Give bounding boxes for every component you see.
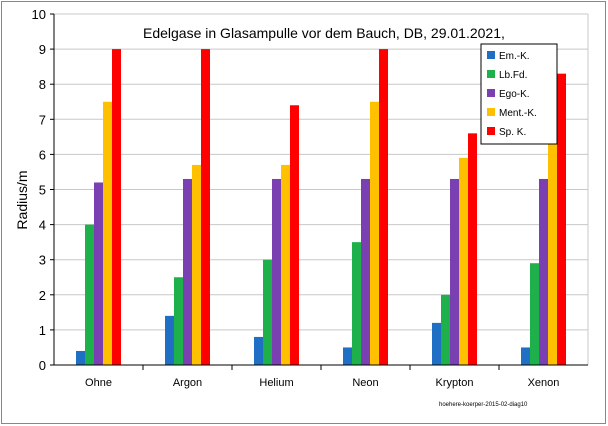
y-tick-label: 10 xyxy=(32,7,46,22)
bars xyxy=(76,49,566,366)
legend-swatch xyxy=(487,127,495,135)
bar-helium-0 xyxy=(254,336,263,365)
legend-swatch xyxy=(487,51,495,59)
bar-xenon-0 xyxy=(521,347,530,365)
y-tick-label: 8 xyxy=(39,77,46,92)
legend-entry: Ment.-K. xyxy=(499,108,537,119)
y-tick-label: 6 xyxy=(39,147,46,162)
bar-helium-4 xyxy=(290,105,299,365)
legend-entry: Em.-K. xyxy=(499,51,530,62)
bar-xenon-1 xyxy=(530,263,539,365)
bar-krypton-3 xyxy=(459,157,468,365)
x-tick-label: Ohne xyxy=(85,377,112,389)
footnote: hoehere-koerper-2015-02-diag10 xyxy=(439,402,528,408)
legend-swatch xyxy=(487,89,495,97)
bar-ohne-4 xyxy=(112,49,121,365)
bar-neon-1 xyxy=(352,242,361,365)
y-tick-label: 2 xyxy=(39,288,46,303)
bar-xenon-3 xyxy=(548,129,557,365)
x-tick-label: Argon xyxy=(173,377,202,389)
y-tick-label: 3 xyxy=(39,253,46,268)
bar-ohne-1 xyxy=(85,224,94,365)
y-axis: 0 1 2 3 4 5 6 7 8 9 10 xyxy=(32,7,55,373)
x-tick-label: Xenon xyxy=(528,377,560,389)
bar-neon-3 xyxy=(370,101,379,365)
y-axis-label: Radius/m xyxy=(14,170,30,229)
legend-swatch xyxy=(487,108,495,116)
bar-ohne-0 xyxy=(76,350,85,365)
bar-argon-2 xyxy=(183,178,192,365)
x-tick-label: Krypton xyxy=(436,377,474,389)
y-tick-label: 4 xyxy=(39,218,46,233)
bar-argon-1 xyxy=(174,277,183,365)
legend-entry: Lb.Fd. xyxy=(499,70,527,81)
legend: Em.-K. Lb.Fd. Ego-K. Ment.-K. Sp. K. xyxy=(480,43,558,145)
bar-krypton-0 xyxy=(432,322,441,365)
y-tick-label: 7 xyxy=(39,112,46,127)
bar-xenon-4 xyxy=(557,73,566,366)
bar-krypton-4 xyxy=(468,133,477,365)
bar-argon-4 xyxy=(201,49,210,365)
bar-krypton-2 xyxy=(450,178,459,365)
bar-helium-3 xyxy=(281,164,290,365)
bar-ohne-3 xyxy=(103,101,112,365)
bar-neon-4 xyxy=(379,49,388,365)
x-axis: Ohne Argon Helium Neon Krypton Xenon xyxy=(54,364,588,389)
bar-neon-2 xyxy=(361,178,370,365)
bar-xenon-2 xyxy=(539,178,548,365)
y-tick-label: 5 xyxy=(39,183,46,198)
chart-title: Edelgase in Glasampulle vor dem Bauch, D… xyxy=(143,25,505,41)
legend-entry: Ego-K. xyxy=(499,89,530,100)
bar-argon-0 xyxy=(165,315,174,365)
y-tick-label: 9 xyxy=(39,42,46,57)
bar-helium-2 xyxy=(272,178,281,365)
legend-swatch xyxy=(487,70,495,78)
x-tick-label: Neon xyxy=(352,377,378,389)
y-tick-label: 1 xyxy=(39,323,46,338)
bar-argon-3 xyxy=(192,164,201,365)
y-tick-label: 0 xyxy=(39,358,46,373)
bar-ohne-2 xyxy=(94,182,103,365)
x-tick-label: Helium xyxy=(259,377,293,389)
bar-helium-1 xyxy=(263,259,272,365)
legend-entry: Sp. K. xyxy=(499,127,526,138)
bar-neon-0 xyxy=(343,347,352,365)
bar-krypton-1 xyxy=(441,294,450,365)
